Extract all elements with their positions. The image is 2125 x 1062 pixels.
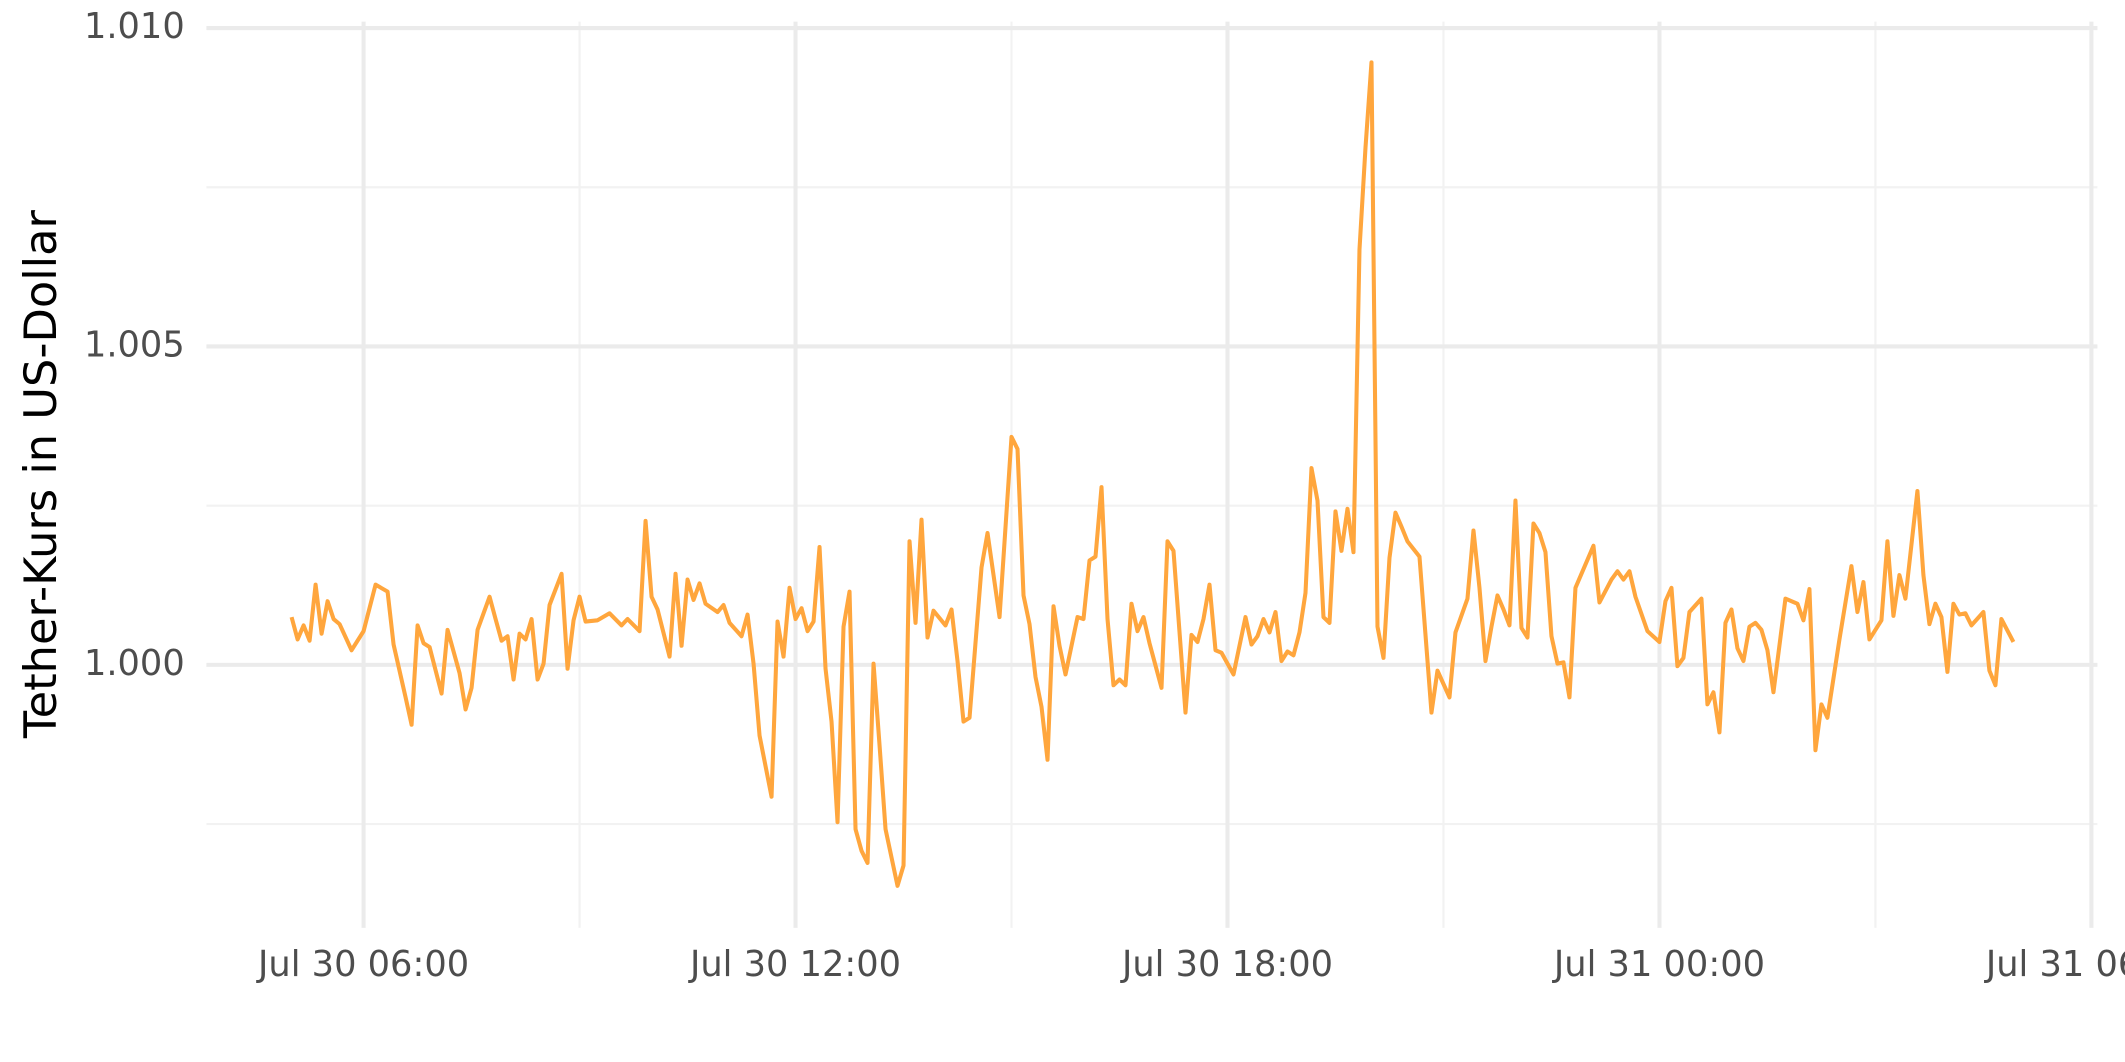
y-axis-title: Tether-Kurs in US-Dollar bbox=[15, 210, 67, 740]
price-line bbox=[289, 60, 2016, 888]
x-tick-label: Jul 30 18:00 bbox=[1120, 944, 1333, 985]
x-tick-label: Jul 30 06:00 bbox=[256, 944, 469, 985]
plot-area bbox=[289, 60, 2016, 888]
y-tick-label: 1.000 bbox=[84, 643, 185, 684]
grid bbox=[206, 21, 2098, 928]
y-tick-label: 1.005 bbox=[84, 324, 185, 365]
x-tick-label: Jul 31 06:00 bbox=[1984, 944, 2125, 985]
x-tick-label: Jul 31 00:00 bbox=[1552, 944, 1765, 985]
x-tick-label: Jul 30 12:00 bbox=[688, 944, 901, 985]
y-tick-label: 1.010 bbox=[84, 6, 185, 47]
